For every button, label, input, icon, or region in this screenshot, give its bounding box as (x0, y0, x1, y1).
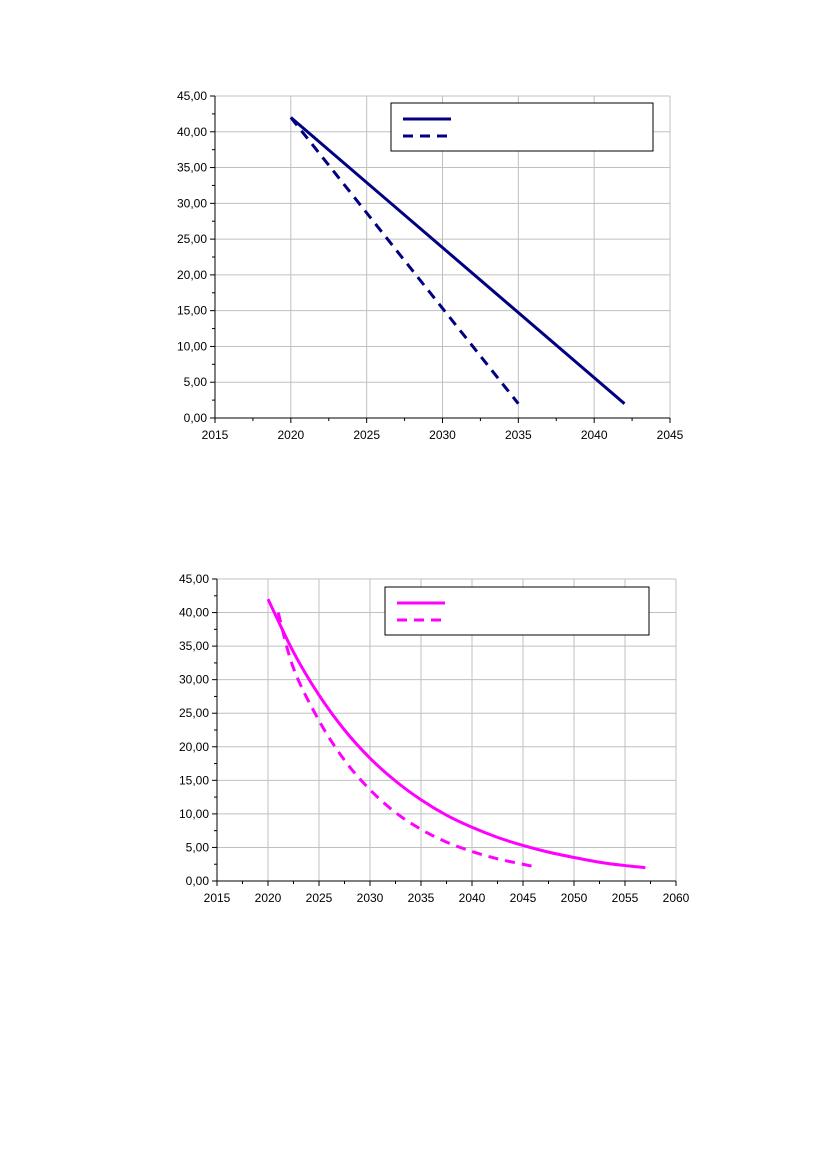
y-tick-label: 40,00 (179, 606, 209, 620)
x-tick-label: 2060 (663, 891, 690, 905)
x-tick-label: 2030 (357, 891, 384, 905)
y-tick-label: 30,00 (179, 673, 209, 687)
x-tick-label: 2020 (277, 428, 304, 442)
y-tick-label: 35,00 (177, 161, 207, 175)
x-tick-label: 2040 (581, 428, 608, 442)
legend-box (384, 586, 650, 636)
x-tick-label: 2035 (505, 428, 532, 442)
y-tick-label: 5,00 (184, 375, 208, 389)
x-tick-label: 2045 (657, 428, 684, 442)
y-tick-label: 15,00 (177, 304, 207, 318)
x-tick-label: 2055 (612, 891, 639, 905)
series-line-dashed (289, 116, 520, 405)
chart-linear-decline: 0,00 5,00 10,00 15,00 20,00 25,00 30,00 35,00 40… (177, 89, 684, 442)
chart-exponential-decline: 0,00 5,00 10,00 15,00 20,00 25,00 30,00 35,00 40… (179, 572, 690, 905)
x-tick-label: 2050 (561, 891, 588, 905)
y-tick-label: 45,00 (179, 572, 209, 586)
x-tick-label: 2025 (353, 428, 380, 442)
y-tick-label: 20,00 (177, 268, 207, 282)
y-tick-label: 10,00 (179, 807, 209, 821)
x-tick-label: 2025 (306, 891, 333, 905)
x-tick-label: 2030 (429, 428, 456, 442)
x-tick-label: 2015 (202, 428, 229, 442)
x-tick-label: 2040 (459, 891, 486, 905)
series-line-dashed (276, 612, 539, 870)
y-tick-label: 0,00 (186, 874, 210, 888)
y-tick-label: 45,00 (177, 89, 207, 103)
y-tick-label: 5,00 (186, 840, 210, 854)
x-tick-label: 2035 (408, 891, 435, 905)
series-line-solid (289, 116, 626, 405)
series-line-solid (266, 598, 646, 870)
y-tick-label: 10,00 (177, 339, 207, 353)
y-tick-label: 25,00 (177, 232, 207, 246)
y-tick-label: 15,00 (179, 773, 209, 787)
legend-box (390, 102, 654, 152)
y-tick-label: 30,00 (177, 196, 207, 210)
x-tick-label: 2045 (510, 891, 537, 905)
y-tick-label: 40,00 (177, 125, 207, 139)
x-tick-label: 2015 (204, 891, 231, 905)
x-tick-label: 2020 (255, 891, 282, 905)
y-tick-label: 25,00 (179, 706, 209, 720)
y-tick-label: 20,00 (179, 740, 209, 754)
y-tick-label: 35,00 (179, 639, 209, 653)
y-tick-label: 0,00 (184, 411, 208, 425)
